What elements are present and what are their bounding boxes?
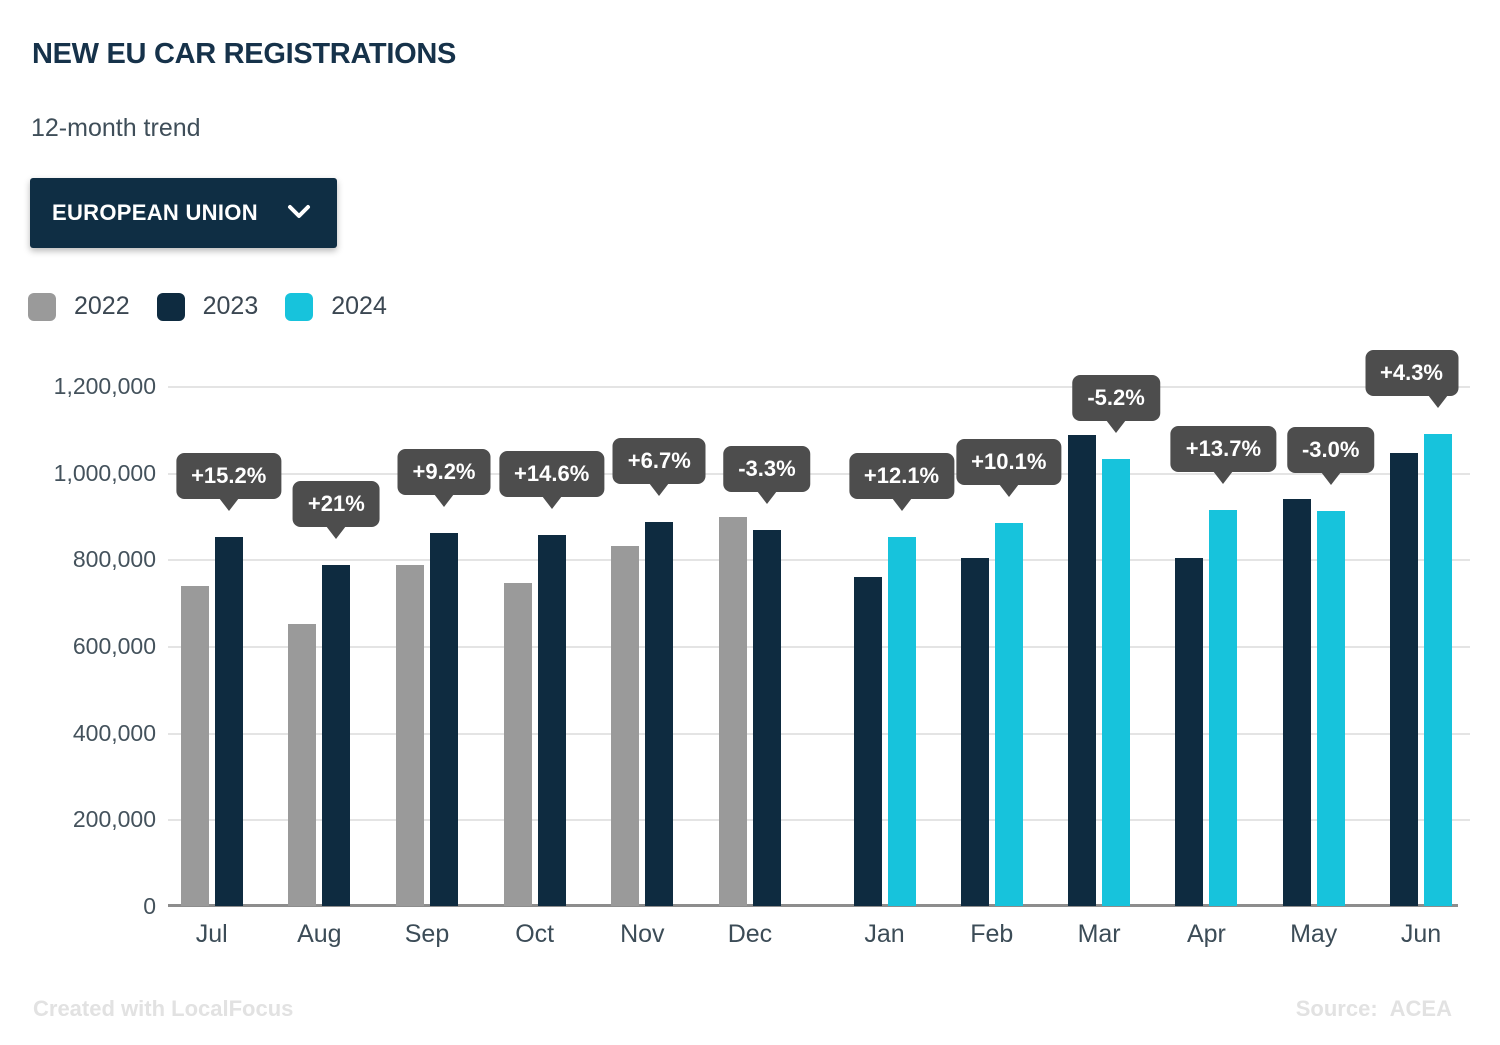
bar-2023-oct[interactable]: [537, 535, 566, 906]
bar-2022-sep[interactable]: [396, 564, 424, 906]
gridline: [168, 732, 1470, 735]
x-axis-label-feb: Feb: [970, 920, 1014, 948]
y-axis-tick-label: 600,000: [72, 633, 156, 660]
source-value: ACEA: [1389, 996, 1452, 1021]
change-tooltip-oct: +14.6%: [499, 451, 605, 498]
change-tooltip-jul: +15.2%: [176, 453, 282, 500]
change-tooltip-apr: +13.7%: [1170, 426, 1277, 472]
legend-swatch-2023: [156, 292, 185, 321]
credit-text: Created with LocalFocus: [33, 996, 294, 1021]
chart-subtitle: 12-month trend: [31, 114, 201, 142]
y-axis-tick-label: 1,200,000: [53, 373, 156, 400]
chart-title: NEW EU CAR REGISTRATIONS: [32, 38, 457, 70]
gridline: [168, 819, 1470, 822]
bar-2023-apr[interactable]: [1175, 557, 1204, 906]
bar-2024-jun[interactable]: [1424, 433, 1452, 906]
x-axis-label-apr: Apr: [1186, 920, 1226, 948]
x-axis-label-aug: Aug: [297, 920, 342, 948]
change-tooltip-may: -3.0%: [1286, 426, 1375, 473]
x-axis-label-dec: Dec: [727, 920, 773, 948]
tooltip-pointer: [1213, 471, 1234, 484]
y-axis-tick-label: 0: [143, 893, 156, 919]
bar-2022-oct[interactable]: [503, 582, 532, 906]
change-tooltip-sep: +9.2%: [397, 448, 491, 495]
y-axis-tick-label: 400,000: [72, 719, 156, 746]
bar-2024-mar[interactable]: [1102, 458, 1131, 906]
legend-item-2024: 2024: [285, 292, 387, 321]
source-label: Source:: [1295, 996, 1378, 1021]
change-tooltip-dec: -3.3%: [723, 446, 811, 493]
y-axis-tick-label: 1,000,000: [53, 459, 156, 486]
tooltip-pointer: [998, 484, 1019, 497]
bar-2023-jan[interactable]: [853, 576, 882, 906]
bar-2024-may[interactable]: [1316, 510, 1345, 906]
gridline: [168, 559, 1470, 562]
y-axis-tick-label: 200,000: [72, 806, 156, 833]
tooltip-pointer: [1320, 471, 1341, 485]
chevron-down-icon: [287, 204, 311, 223]
bar-2024-apr[interactable]: [1209, 510, 1238, 906]
tooltip-pointer: [326, 525, 347, 539]
x-axis-label-jan: Jan: [864, 920, 905, 948]
bar-2023-nov[interactable]: [645, 522, 674, 906]
x-axis-label-sep: Sep: [404, 920, 450, 948]
legend-label: 2024: [331, 292, 387, 320]
x-axis-label-nov: Nov: [620, 920, 665, 948]
legend-label: 2022: [74, 292, 130, 320]
gridline: [168, 472, 1470, 475]
change-tooltip-mar: -5.2%: [1072, 374, 1160, 421]
bar-2023-jul[interactable]: [214, 537, 243, 906]
bar-2023-may[interactable]: [1282, 498, 1311, 906]
tooltip-pointer: [649, 483, 670, 497]
y-axis-tick-label: 800,000: [72, 546, 156, 573]
tooltip-pointer: [1428, 394, 1448, 408]
tooltip-pointer: [1106, 419, 1127, 433]
bar-2023-mar[interactable]: [1068, 434, 1097, 906]
x-axis-label-oct: Oct: [515, 920, 555, 948]
gridline: [168, 646, 1470, 649]
change-tooltip-aug: +21%: [292, 480, 380, 527]
change-tooltip-jan: +12.1%: [848, 452, 955, 499]
x-axis-label-jun: Jun: [1400, 920, 1442, 948]
bar-2024-feb[interactable]: [994, 523, 1023, 906]
change-tooltip-feb: +10.1%: [956, 439, 1062, 485]
tooltip-pointer: [756, 491, 777, 505]
bar-2023-feb[interactable]: [960, 558, 989, 906]
bar-2023-jun[interactable]: [1390, 453, 1418, 906]
legend-item-2022: 2022: [28, 292, 130, 321]
tooltip-pointer: [434, 493, 454, 507]
tooltip-pointer: [218, 498, 239, 512]
tooltip-pointer: [891, 497, 912, 511]
bar-2022-aug[interactable]: [288, 623, 317, 906]
bar-2023-aug[interactable]: [322, 564, 351, 906]
bar-2022-jul[interactable]: [180, 585, 209, 906]
x-axis-label-may: May: [1290, 920, 1338, 948]
bar-2023-dec[interactable]: [752, 530, 781, 906]
gridline: [168, 386, 1470, 389]
legend-swatch-2024: [285, 292, 314, 321]
x-axis-label-mar: Mar: [1077, 920, 1121, 948]
tooltip-pointer: [541, 496, 562, 510]
region-dropdown-label: EUROPEAN UNION: [52, 200, 258, 225]
bar-2024-jan[interactable]: [887, 536, 916, 906]
region-dropdown[interactable]: EUROPEAN UNION: [30, 178, 337, 248]
change-tooltip-jun: +4.3%: [1365, 349, 1458, 396]
bar-2022-dec[interactable]: [718, 517, 747, 906]
x-axis-label-jul: Jul: [195, 920, 228, 948]
bar-2022-nov[interactable]: [611, 546, 640, 906]
x-axis-line: [168, 904, 1458, 907]
source-text: Source: ACEA: [1296, 996, 1452, 1022]
bar-2023-sep[interactable]: [430, 532, 458, 906]
legend-item-2023: 2023: [156, 292, 259, 321]
legend-swatch-2022: [28, 292, 56, 321]
legend: 2022 2023 2024: [28, 292, 414, 321]
change-tooltip-nov: +6.7%: [612, 438, 706, 485]
legend-label: 2023: [202, 292, 259, 320]
